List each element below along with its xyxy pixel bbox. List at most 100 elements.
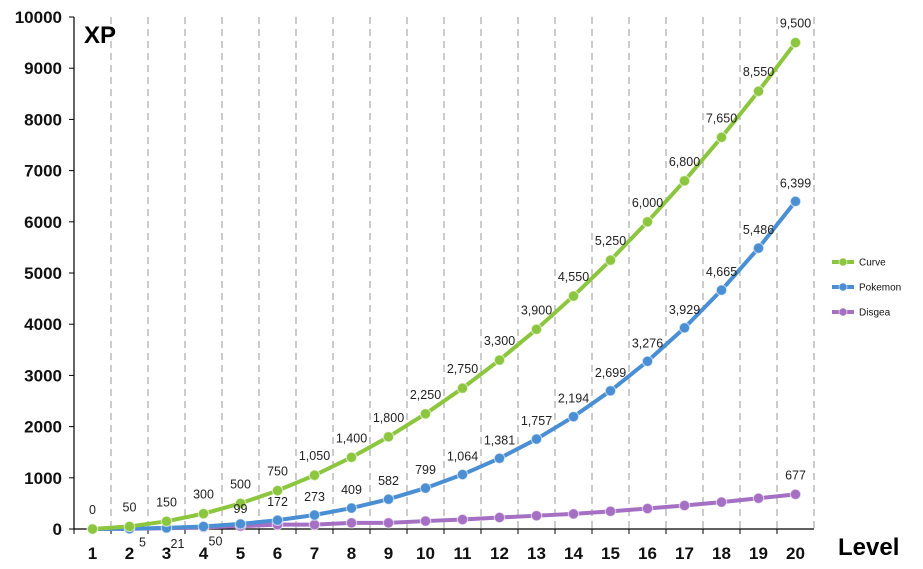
x-tick-label: 4 xyxy=(199,544,209,563)
y-tick-label: 0 xyxy=(53,520,62,539)
legend-label-curve: Curve xyxy=(859,258,886,269)
legend-label-pokemon: Pokemon xyxy=(859,283,901,294)
y-axis-title: XP xyxy=(84,22,116,49)
data-point-curve xyxy=(345,451,358,464)
data-point-curve xyxy=(752,85,765,98)
x-tick-label: 17 xyxy=(675,544,694,563)
data-point-disgea xyxy=(530,509,543,522)
data-point-pokemon xyxy=(234,518,247,530)
data-point-curve xyxy=(530,323,543,336)
data-point-pokemon xyxy=(789,195,802,208)
legend: Curve Pokemon Disgea xyxy=(832,257,901,319)
data-point-curve xyxy=(234,497,247,510)
data-label-pokemon: 6,399 xyxy=(780,176,811,190)
data-label-disgea: 677 xyxy=(785,468,806,482)
x-tick-label: 9 xyxy=(384,544,393,563)
data-label-pokemon: 99 xyxy=(234,502,248,516)
data-point-pokemon xyxy=(493,452,506,465)
data-label-pokemon: 273 xyxy=(304,490,325,504)
data-point-pokemon xyxy=(197,520,210,533)
data-label-curve: 750 xyxy=(267,465,288,479)
grid-lines xyxy=(110,17,815,529)
data-label-pokemon: 799 xyxy=(415,463,436,477)
data-point-disgea xyxy=(604,505,617,518)
data-point-curve xyxy=(197,507,210,520)
data-label-pokemon: 3,276 xyxy=(632,336,663,350)
data-point-curve xyxy=(271,484,284,497)
data-point-pokemon xyxy=(641,355,654,368)
data-point-curve xyxy=(641,216,654,228)
data-point-curve xyxy=(493,354,506,366)
data-point-curve xyxy=(678,175,691,187)
data-point-disgea xyxy=(493,511,506,524)
data-label-curve: 6,800 xyxy=(669,155,700,169)
legend-label-disgea: Disgea xyxy=(859,308,891,319)
data-label-pokemon: 409 xyxy=(341,483,362,497)
data-label-curve: 5,250 xyxy=(595,234,626,248)
data-label-curve: 1,400 xyxy=(336,431,367,445)
x-tick-label: 11 xyxy=(454,544,472,563)
data-labels: 0 50 150 300 500 750 1,050 1,400 1,800 2,250 2,750… xyxy=(89,17,811,551)
data-label-pokemon: 582 xyxy=(378,474,399,488)
x-tick-label: 20 xyxy=(786,544,805,563)
data-point-disgea xyxy=(641,502,654,515)
series-line-pokemon xyxy=(90,199,798,531)
data-label-pokemon: 2,699 xyxy=(595,366,626,380)
data-label-curve: 2,250 xyxy=(410,388,441,402)
data-label-curve: 7,650 xyxy=(706,111,737,125)
data-label-curve: 50 xyxy=(123,500,137,514)
data-point-curve xyxy=(308,469,321,482)
data-label-pokemon: 1,381 xyxy=(484,433,515,447)
data-label-pokemon: 4,665 xyxy=(706,265,737,279)
y-tick-label: 1000 xyxy=(24,469,62,488)
data-point-disgea xyxy=(308,518,321,531)
x-tick-label: 19 xyxy=(749,544,768,563)
data-point-pokemon xyxy=(567,410,580,423)
data-point-curve xyxy=(160,515,173,528)
legend-marker-pokemon xyxy=(838,282,848,292)
data-point-curve xyxy=(123,520,136,533)
y-tick-label: 4000 xyxy=(24,315,62,334)
y-tick-label: 8000 xyxy=(24,110,62,129)
data-label-curve: 150 xyxy=(156,495,177,509)
data-point-pokemon xyxy=(678,322,691,334)
data-point-pokemon xyxy=(752,242,765,254)
data-point-curve xyxy=(604,254,617,267)
data-label-curve: 1,800 xyxy=(373,411,404,425)
x-tick-label: 1 xyxy=(88,544,97,563)
data-point-curve xyxy=(382,431,395,443)
data-label-pokemon: 1,757 xyxy=(521,414,552,428)
x-tick-label: 5 xyxy=(236,544,245,563)
data-point-disgea xyxy=(567,508,580,520)
x-tick-label: 16 xyxy=(638,544,657,563)
data-label-pokemon: 3,929 xyxy=(669,303,700,317)
data-label-pokemon: 1,064 xyxy=(447,450,478,464)
data-label-curve: 8,550 xyxy=(743,65,774,79)
data-label-curve: 300 xyxy=(193,488,214,502)
data-label-pokemon: 172 xyxy=(267,495,288,509)
series-line-curve xyxy=(90,40,798,531)
data-point-disgea xyxy=(789,488,802,501)
data-label-curve: 2,750 xyxy=(447,362,478,376)
data-point-disgea xyxy=(382,517,395,529)
data-point-curve xyxy=(86,523,99,535)
x-tick-label: 15 xyxy=(601,544,620,563)
data-point-curve xyxy=(567,290,580,302)
data-point-pokemon xyxy=(419,482,432,494)
data-point-disgea xyxy=(419,515,432,527)
data-label-curve: 6,000 xyxy=(632,196,663,210)
data-point-disgea xyxy=(752,492,765,505)
axes: 0100020003000400050006000700080009000100… xyxy=(15,8,814,563)
data-point-pokemon xyxy=(271,514,284,526)
x-tick-label: 6 xyxy=(273,544,282,563)
data-point-pokemon xyxy=(456,468,469,481)
data-label-curve: 4,550 xyxy=(558,270,589,284)
data-point-pokemon xyxy=(382,493,395,506)
x-tick-label: 12 xyxy=(490,544,509,563)
x-tick-label: 2 xyxy=(125,544,134,563)
x-tick-label: 18 xyxy=(712,544,731,563)
data-point-pokemon xyxy=(308,509,321,521)
x-tick-label: 7 xyxy=(310,544,319,563)
series-lines xyxy=(86,36,802,535)
data-point-disgea xyxy=(345,517,358,529)
